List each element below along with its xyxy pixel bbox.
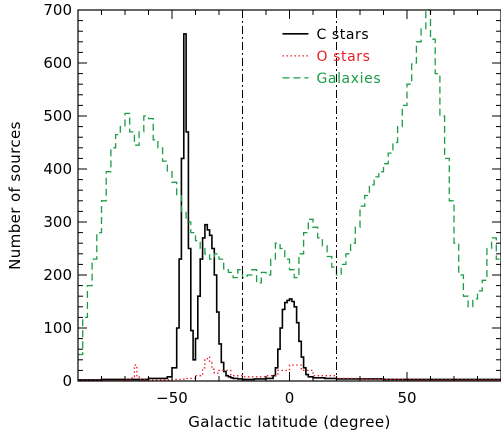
- series-layer: [78, 9, 501, 382]
- x-axis-title: Galactic latitude (degree): [188, 413, 390, 431]
- y-tick-label: 200: [43, 266, 72, 284]
- series-galaxies: [78, 9, 501, 356]
- series-o-stars: [78, 356, 501, 382]
- legend-label: Galaxies: [316, 71, 381, 87]
- series-c-stars: [78, 33, 501, 381]
- legend-label: C stars: [316, 27, 369, 43]
- y-tick-label: 100: [43, 319, 72, 337]
- x-tick-label: −50: [156, 389, 188, 407]
- y-tick-label: 300: [43, 213, 72, 231]
- y-tick-label: 500: [43, 107, 72, 125]
- reference-lines: [242, 10, 337, 381]
- y-tick-label: 600: [43, 54, 72, 72]
- plot-frame: [77, 9, 501, 382]
- y-tick-label: 700: [43, 1, 72, 19]
- legend-label: O stars: [316, 49, 370, 65]
- y-axis-title: Number of sources: [6, 121, 24, 270]
- x-tick-label: 0: [285, 389, 295, 407]
- y-tick-label: 0: [62, 372, 72, 390]
- y-tick-label: 400: [43, 160, 72, 178]
- x-tick-label: 50: [397, 389, 416, 407]
- legend: C stars O stars Galaxies: [282, 27, 381, 87]
